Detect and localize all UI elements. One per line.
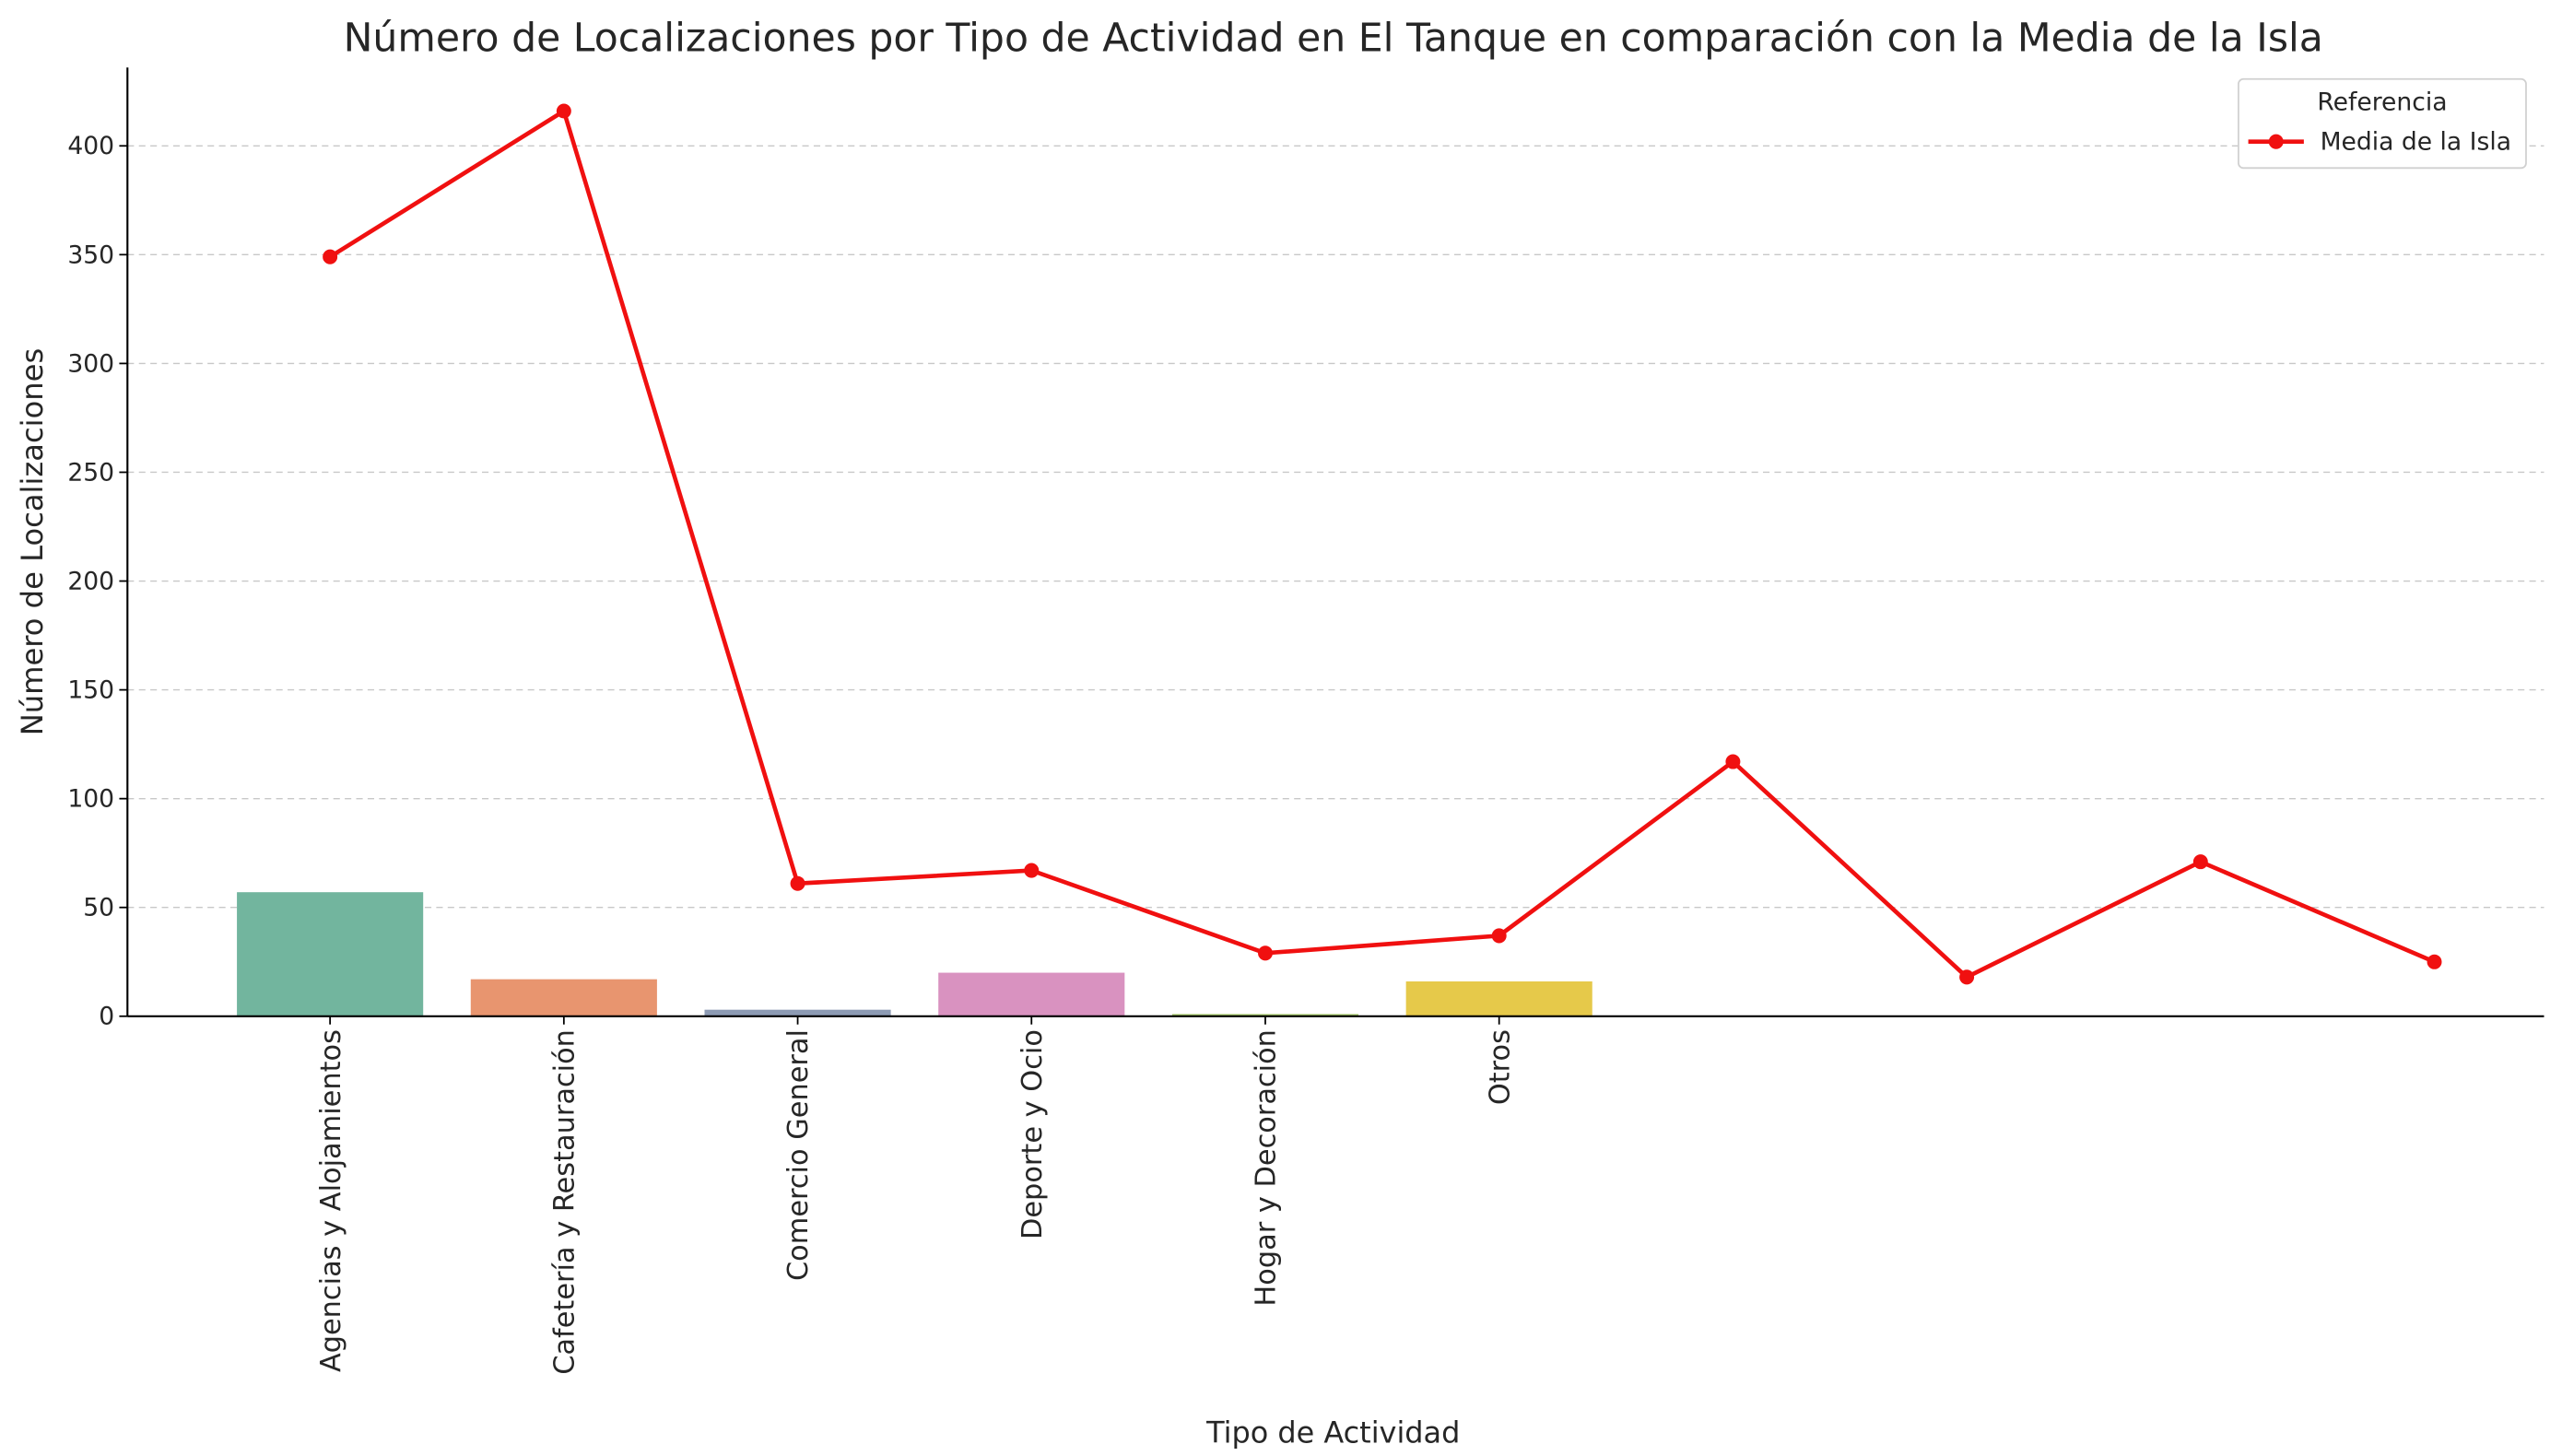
legend-label: Media de la Isla <box>2321 128 2511 157</box>
bar <box>938 972 1125 1016</box>
line-point <box>2427 954 2442 969</box>
line-series <box>328 107 2436 980</box>
y-tick-label: 200 <box>67 567 114 595</box>
legend: Referencia Media de la Isla <box>2238 77 2527 170</box>
line-point <box>1959 969 1975 985</box>
legend-box <box>2238 77 2527 170</box>
bar <box>470 979 657 1016</box>
line-point <box>1491 928 1507 944</box>
x-tick-label: Agencias y Alojamientos <box>315 1029 347 1372</box>
y-tick-label: 300 <box>67 349 114 378</box>
bar <box>704 1009 891 1016</box>
y-tick-label: 50 <box>83 894 114 922</box>
y-axis-label: Número de Localizaciones <box>15 348 50 735</box>
bar <box>237 892 424 1016</box>
x-tick-label: Deporte y Ocio <box>1017 1029 1049 1239</box>
y-tick-label: 0 <box>99 1003 114 1031</box>
x-tick-label: Comercio General <box>782 1029 815 1281</box>
line-point <box>1024 863 1040 878</box>
line-point <box>790 875 805 891</box>
bar <box>1405 981 1592 1016</box>
line-point <box>323 249 338 264</box>
x-tick-label: Hogar y Decoración <box>1251 1029 1283 1307</box>
y-tick-label: 350 <box>67 241 114 269</box>
y-tick-label: 100 <box>67 784 114 813</box>
y-tick-label: 400 <box>67 132 114 160</box>
x-tick-label: Cafetería y Restauración <box>549 1029 582 1375</box>
line-point <box>1725 754 1741 769</box>
y-tick-label: 250 <box>67 458 114 487</box>
legend-marker <box>2268 134 2284 149</box>
x-axis-label: Tipo de Actividad <box>1205 1415 1460 1450</box>
chart-title: Número de Localizaciones por Tipo de Act… <box>344 15 2323 61</box>
y-tick-label: 150 <box>67 675 114 704</box>
x-tick-label: Otros <box>1484 1029 1516 1105</box>
legend-title: Referencia <box>2317 88 2447 117</box>
bar <box>1171 1014 1359 1016</box>
line-point <box>1258 945 1273 961</box>
line-point <box>556 103 571 119</box>
line-point <box>2192 854 2208 870</box>
